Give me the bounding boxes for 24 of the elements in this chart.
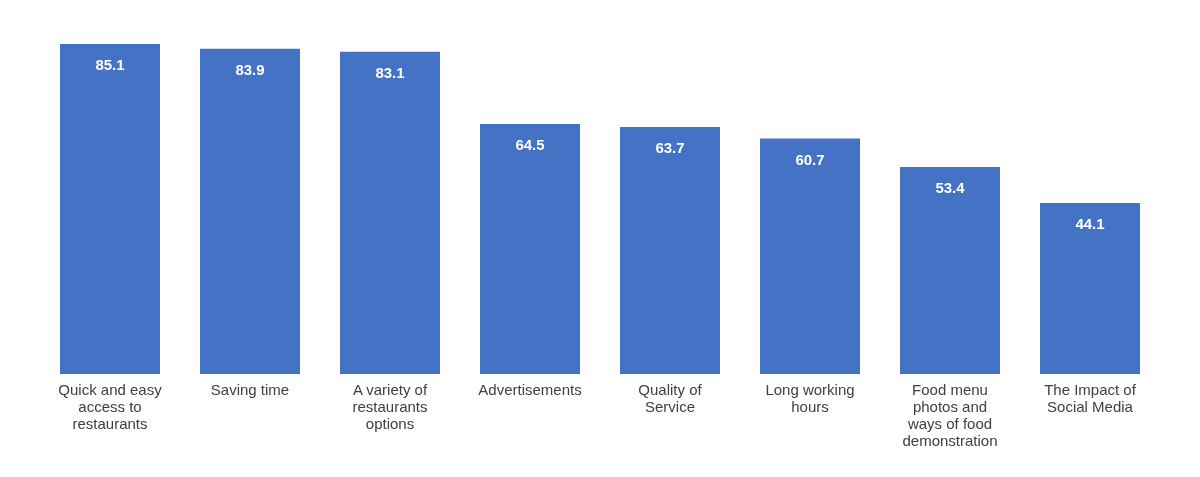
x-tick-label: Quick and easy access to restaurants (58, 380, 163, 432)
data-label: 85.1 (95, 56, 125, 73)
bar (480, 123, 580, 374)
data-label: 83.9 (235, 60, 265, 78)
bar (60, 44, 160, 374)
x-tick-label: Quality of Service (638, 380, 703, 415)
bar (900, 166, 1000, 374)
data-label: 53.4 (935, 178, 966, 196)
x-tick-label: Saving time (210, 380, 290, 398)
bar (760, 138, 860, 374)
data-label: 60.7 (795, 150, 825, 168)
x-tick-label: Advertisements (478, 380, 582, 398)
data-label: 63.7 (655, 138, 685, 156)
bar (200, 48, 300, 374)
bar (620, 126, 720, 374)
data-label: 83.1 (375, 63, 405, 81)
data-label: 64.5 (515, 135, 545, 153)
x-tick-label: Food menu photos and ways of food demonstration (902, 380, 998, 449)
bar (340, 51, 440, 374)
x-tick-label: A variety of restaurants options (352, 380, 428, 432)
data-label: 44.1 (1075, 214, 1105, 232)
bar (1040, 202, 1140, 374)
x-tick-label: Long working hours (765, 380, 855, 415)
x-tick-label: The Impact of Social Media (1044, 380, 1137, 415)
